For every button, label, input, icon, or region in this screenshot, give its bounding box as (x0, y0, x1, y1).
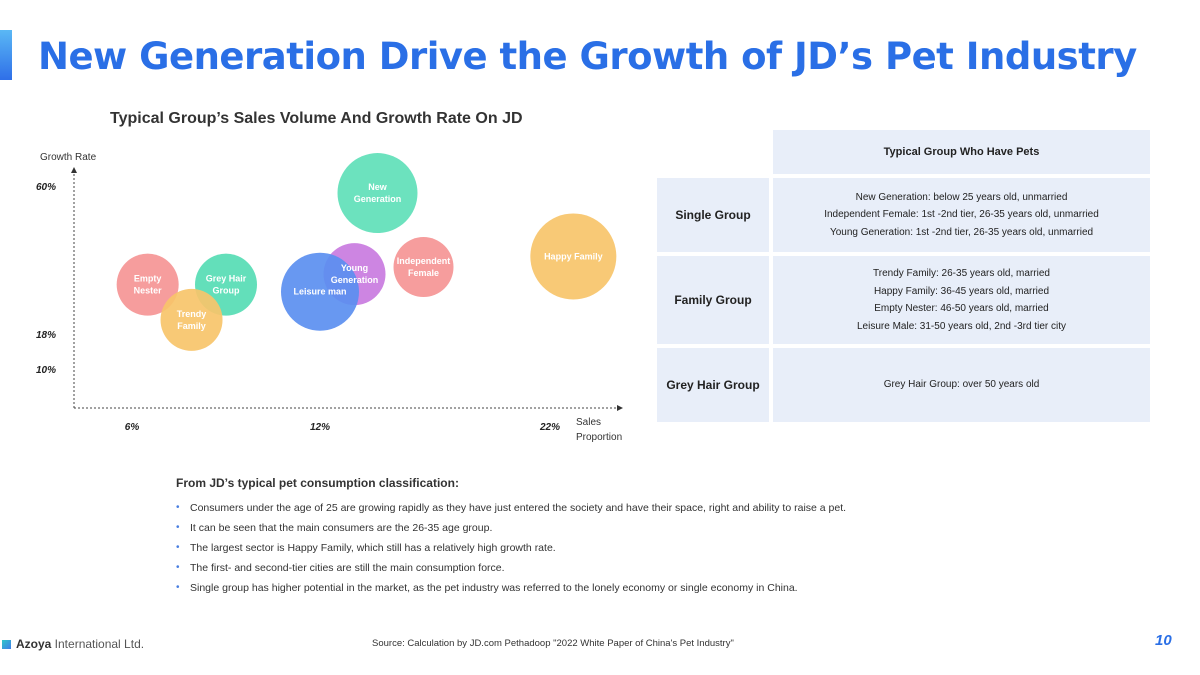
bubble-label-line: Happy Family (544, 251, 603, 261)
page-title: New Generation Drive the Growth of JD’s … (38, 35, 1137, 78)
source-note: Source: Calculation by JD.com Pethadoop … (372, 638, 734, 649)
bubble-label-line: Independent (397, 256, 451, 266)
row-description: Grey Hair Group: over 50 years old (773, 348, 1150, 422)
bubble-label-line: Female (408, 268, 439, 278)
logo-mark-icon (2, 639, 11, 649)
bubble-label: Trendy Family (177, 309, 207, 331)
bubble-label: Grey Hair Group (206, 274, 247, 296)
bubble-leisure-man (281, 252, 359, 331)
x-axis-label-line: Proportion (576, 432, 622, 443)
desc-line: Happy Family: 36-45 years old, married (873, 285, 1050, 297)
table-row: Grey Hair Group Grey Hair Group: over 50… (657, 348, 1150, 422)
desc-line: Independent Female: 1st -2nd tier, 26-35… (824, 209, 1099, 221)
bubble-label-line: Empty (134, 274, 162, 284)
bubble-label-line: Trendy (177, 309, 207, 319)
chart-title: Typical Group’s Sales Volume And Growth … (110, 110, 523, 127)
row-description: New Generation: below 25 years old, unma… (773, 178, 1150, 252)
page-number: 10 (1155, 632, 1172, 649)
bubble-label-line: Leisure man (293, 287, 346, 297)
company-name: Azoya International Ltd. (16, 637, 145, 651)
bubble-empty-nester (116, 253, 179, 316)
bubble-trendy-family (160, 288, 223, 351)
bubble-label: New Generation (354, 182, 402, 204)
table-corner (657, 130, 773, 174)
x-tick-label: 12% (310, 422, 330, 433)
bubble-label: Leisure man (293, 287, 346, 297)
bubble-chart: Growth Rate Sales Proportion 6% 12% 22% 10% 18%… (36, 152, 623, 443)
bubble-label: Young Generation (331, 263, 379, 285)
row-category: Grey Hair Group (657, 348, 773, 422)
bubble-label: Independent Female (397, 256, 451, 278)
row-category: Single Group (657, 178, 773, 252)
bubble-label: Happy Family (544, 251, 603, 261)
x-axis-label: Sales Proportion (576, 417, 622, 443)
x-tick-label: 6% (125, 422, 140, 433)
bubble-independent-female (393, 237, 454, 298)
groups-table: Typical Group Who Have Pets Single Group… (657, 126, 1150, 426)
list-item: The largest sector is Happy Family, whic… (176, 538, 1036, 558)
bubble-label-line: New (368, 182, 388, 192)
bubble-label-line: Nester (134, 286, 163, 296)
table-row: Family Group Trendy Family: 26-35 years … (657, 256, 1150, 344)
list-item: It can be seen that the main consumers a… (176, 518, 1036, 538)
company-logo: Azoya International Ltd. (2, 637, 144, 651)
summary-list: Consumers under the age of 25 are growin… (176, 498, 1036, 598)
bubble-label-line: Generation (331, 275, 379, 285)
desc-line: Trendy Family: 26-35 years old, married (873, 268, 1050, 279)
title-accent-bar (0, 30, 12, 80)
desc-line: Grey Hair Group: over 50 years old (883, 379, 1040, 391)
y-tick-label: 10% (36, 365, 56, 376)
bubble-new-generation (337, 153, 418, 234)
bubble-happy-family (530, 213, 617, 300)
bubble-label-line: Group (213, 286, 240, 296)
list-item: The first- and second-tier cities are st… (176, 558, 1036, 578)
desc-line: Young Generation: 1st -2nd tier, 26-35 y… (829, 226, 1094, 238)
summary-heading: From JD’s typical pet consumption classi… (176, 476, 459, 490)
row-description: Trendy Family: 26-35 years old, married … (773, 256, 1150, 344)
row-category: Family Group (657, 256, 773, 344)
y-tick-label: 60% (36, 182, 56, 193)
desc-line: Empty Nester: 46-50 years old, married (874, 303, 1049, 314)
summary-section: From JD’s typical pet consumption classi… (176, 476, 1036, 598)
bubble-label-line: Generation (354, 194, 402, 204)
desc-line: New Generation: below 25 years old, unma… (855, 191, 1068, 203)
bubble-label-line: Grey Hair (206, 274, 247, 284)
list-item: Single group has higher potential in the… (176, 578, 1036, 598)
x-tick-label: 22% (539, 422, 560, 433)
x-axis-label-line: Sales (576, 417, 601, 428)
y-axis-label: Growth Rate (40, 152, 97, 163)
list-item: Consumers under the age of 25 are growin… (176, 498, 1036, 518)
y-tick-label: 18% (36, 330, 56, 341)
desc-line: Leisure Male: 31-50 years old, 2nd -3rd … (857, 320, 1066, 332)
table-row: Single Group New Generation: below 25 ye… (657, 178, 1150, 252)
bubble-label: Empty Nester (134, 274, 163, 296)
bubble-label-line: Young (341, 263, 368, 273)
table-header: Typical Group Who Have Pets (773, 130, 1150, 174)
bubble-label-line: Family (177, 321, 206, 331)
